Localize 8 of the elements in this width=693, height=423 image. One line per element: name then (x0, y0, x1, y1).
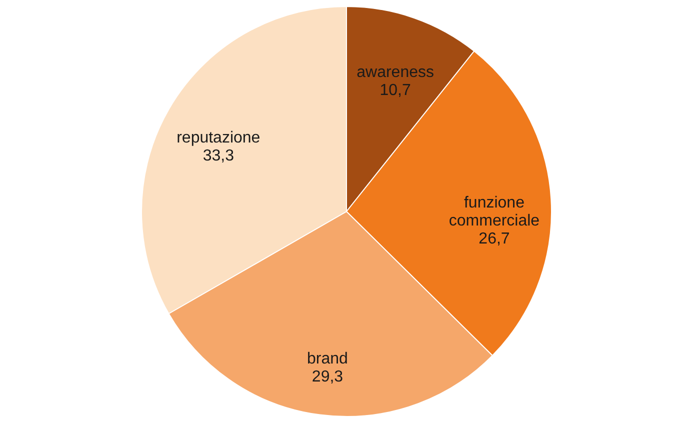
slice-label: funzione commerciale (448, 194, 540, 230)
data-label: 10,7 (380, 82, 411, 99)
slice-label: brand (307, 350, 348, 368)
slice-label: awareness (356, 64, 434, 81)
data-label: 26,7 (478, 230, 510, 248)
data-label: 29,3 (312, 368, 344, 386)
slice-label: reputazione (176, 129, 260, 146)
data-label: 33,3 (202, 147, 234, 164)
